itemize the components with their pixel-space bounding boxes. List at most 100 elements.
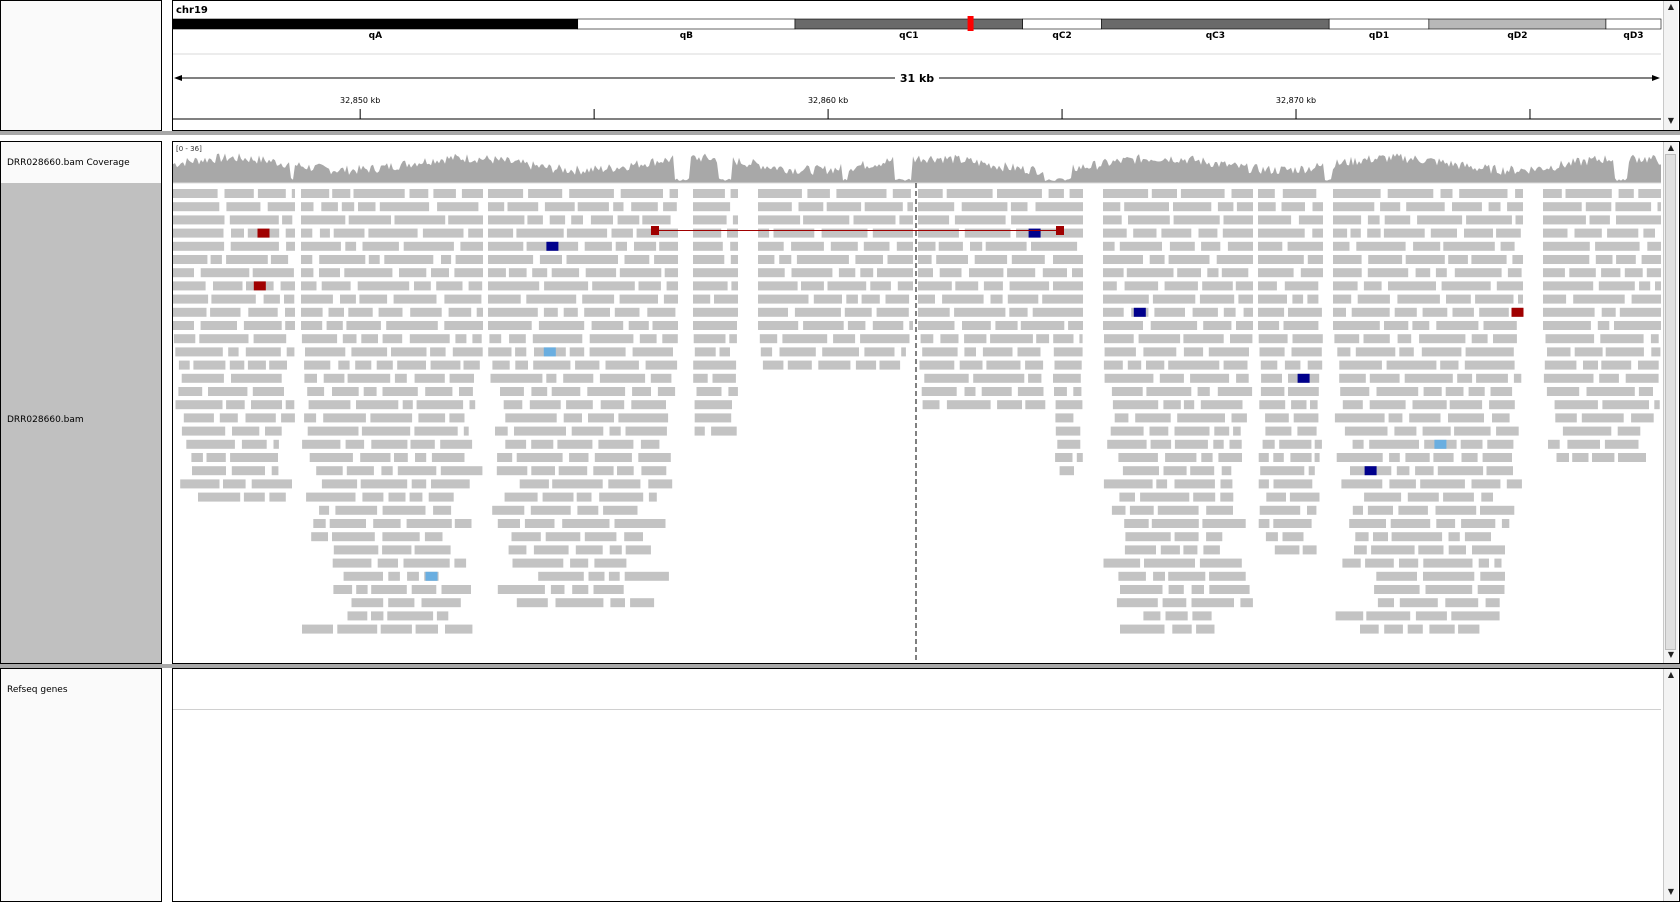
read[interactable] <box>864 202 903 212</box>
read[interactable] <box>1220 479 1233 489</box>
read[interactable] <box>694 426 705 436</box>
read[interactable] <box>319 505 330 515</box>
read[interactable] <box>226 255 268 264</box>
read[interactable] <box>1333 215 1362 225</box>
read[interactable] <box>575 360 600 370</box>
read[interactable] <box>625 545 651 555</box>
read[interactable] <box>1543 202 1582 212</box>
flagged-read[interactable] <box>1511 307 1524 317</box>
read[interactable] <box>488 215 525 225</box>
read[interactable] <box>985 241 1027 251</box>
read[interactable] <box>328 307 345 317</box>
read[interactable] <box>1025 360 1044 370</box>
read[interactable] <box>939 268 962 278</box>
read[interactable] <box>228 347 239 357</box>
read[interactable] <box>1165 453 1197 462</box>
read[interactable] <box>533 360 571 370</box>
read[interactable] <box>1128 215 1170 225</box>
read[interactable] <box>1177 413 1225 423</box>
read[interactable] <box>918 281 952 291</box>
read[interactable] <box>1384 215 1411 225</box>
read[interactable] <box>779 255 792 264</box>
read[interactable] <box>608 571 620 581</box>
read[interactable] <box>1389 453 1400 462</box>
read[interactable] <box>1103 294 1149 304</box>
read[interactable] <box>503 400 523 410</box>
read[interactable] <box>663 202 677 212</box>
read[interactable] <box>1363 281 1382 291</box>
read[interactable] <box>411 585 437 594</box>
read[interactable] <box>1217 387 1253 396</box>
read[interactable] <box>1356 241 1406 251</box>
read[interactable] <box>1425 585 1473 594</box>
read[interactable] <box>575 545 603 555</box>
read[interactable] <box>356 585 368 594</box>
read[interactable] <box>356 400 399 410</box>
read[interactable] <box>305 347 346 357</box>
read[interactable] <box>1654 400 1660 410</box>
read[interactable] <box>1207 268 1219 278</box>
read[interactable] <box>1445 387 1464 396</box>
read[interactable] <box>243 321 282 330</box>
read[interactable] <box>1490 387 1513 396</box>
read[interactable] <box>319 255 366 264</box>
read[interactable] <box>267 202 295 212</box>
read[interactable] <box>1079 334 1083 344</box>
read[interactable] <box>657 387 676 396</box>
read[interactable] <box>619 294 658 304</box>
read[interactable] <box>1543 294 1567 304</box>
read[interactable] <box>1435 268 1447 278</box>
read[interactable] <box>1053 255 1083 264</box>
read[interactable] <box>360 453 391 462</box>
read[interactable] <box>1273 479 1313 489</box>
band-qD2[interactable] <box>1428 18 1607 30</box>
read[interactable] <box>321 281 351 291</box>
read[interactable] <box>449 413 465 423</box>
read[interactable] <box>1217 202 1234 212</box>
read[interactable] <box>224 189 254 198</box>
read[interactable] <box>1384 624 1403 634</box>
read[interactable] <box>421 598 461 608</box>
read[interactable] <box>285 228 295 238</box>
read[interactable] <box>1150 439 1172 449</box>
read[interactable] <box>382 505 426 515</box>
read[interactable] <box>1120 624 1165 634</box>
read[interactable] <box>1600 334 1644 344</box>
read[interactable] <box>1308 466 1315 476</box>
read[interactable] <box>1119 241 1162 251</box>
read[interactable] <box>1638 189 1661 198</box>
data-scroll-down-icon[interactable]: ▼ <box>1667 650 1675 659</box>
read[interactable] <box>1036 334 1050 344</box>
data-scroll-thumb[interactable] <box>1665 154 1676 650</box>
read[interactable] <box>620 189 663 198</box>
read[interactable] <box>694 347 716 357</box>
read[interactable] <box>445 624 473 634</box>
read[interactable] <box>961 202 1008 212</box>
read[interactable] <box>1258 453 1269 462</box>
read[interactable] <box>1192 307 1218 317</box>
read[interactable] <box>397 466 437 476</box>
read[interactable] <box>1028 373 1042 383</box>
read[interactable] <box>1597 321 1610 330</box>
read[interactable] <box>990 334 1033 344</box>
read[interactable] <box>332 387 359 396</box>
read[interactable] <box>469 400 476 410</box>
read[interactable] <box>359 294 388 304</box>
read[interactable] <box>422 228 464 238</box>
read[interactable] <box>488 307 538 317</box>
read[interactable] <box>693 215 727 225</box>
band-qD1[interactable] <box>1328 18 1430 30</box>
read[interactable] <box>693 294 711 304</box>
read[interactable] <box>872 321 904 330</box>
read[interactable] <box>758 241 784 251</box>
read[interactable] <box>1183 334 1224 344</box>
read[interactable] <box>1641 255 1661 264</box>
read[interactable] <box>1436 321 1479 330</box>
read[interactable] <box>526 294 577 304</box>
read[interactable] <box>693 228 722 238</box>
read[interactable] <box>1112 400 1159 410</box>
read[interactable] <box>1496 228 1521 238</box>
read[interactable] <box>1487 439 1514 449</box>
read[interactable] <box>173 228 224 238</box>
read[interactable] <box>1223 307 1236 317</box>
